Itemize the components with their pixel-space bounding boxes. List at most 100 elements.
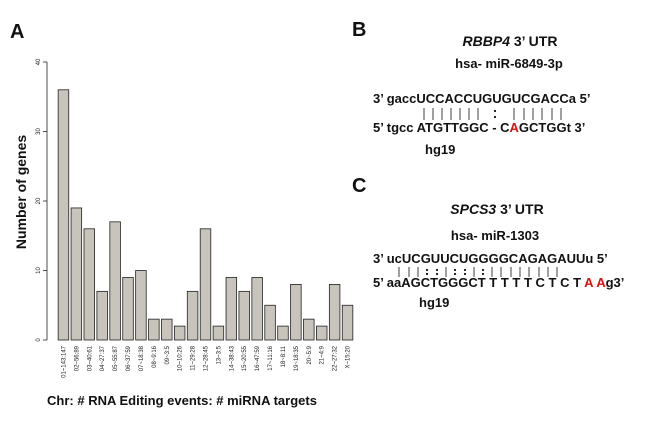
x-tick-labels: 01~143:147 02~56:89 03~40:61 04~27:37 05~55:…	[61, 345, 351, 378]
panel-c-base-pairs	[398, 267, 558, 277]
y-tick-label: 20	[36, 197, 42, 204]
x-tick-label: 17~11:16	[268, 345, 274, 370]
bar	[83, 228, 95, 341]
x-tick-label: X~15:20	[346, 345, 352, 368]
panel-b-edit-site: A	[510, 120, 520, 135]
x-tick-label: 16~47:59	[255, 345, 261, 371]
x-tick-label: 14~38:43	[229, 345, 235, 371]
panel-c-gene-suffix: 3’ UTR	[496, 201, 543, 217]
panel-b-bottom-prefix: 5’ tgcc	[373, 120, 417, 135]
x-tick-label: 20~5:9	[307, 345, 313, 364]
y-tick-label: 10	[36, 267, 42, 274]
wobble-pair-dot	[435, 272, 439, 276]
bar	[328, 283, 341, 341]
y-axis-label: Number of genes	[13, 135, 29, 250]
panel-b-assembly: hg19	[425, 142, 455, 157]
wobble-pair-dot	[493, 109, 497, 113]
x-tick-label: 03~40:61	[87, 345, 93, 371]
panel-b-top-prefix: 3’ gacc	[373, 91, 416, 106]
panel-b-bottom-core2: GCTGGt	[519, 120, 572, 135]
bar	[264, 304, 276, 341]
panel-label-c: C	[352, 175, 366, 197]
bar	[290, 283, 302, 341]
panel-c-top-suffix: 5’	[593, 251, 607, 266]
x-tick-label: 06~37:59	[126, 345, 132, 371]
bar	[135, 270, 147, 341]
panel-b-top-core: UCCACCUGUGUCGACCa	[416, 91, 576, 106]
wobble-pair-dot	[453, 272, 457, 276]
x-tick-label: 10~10:26	[178, 345, 184, 371]
panel-c-top-core: UCGUUCUGGGGCAGAGAUUu	[402, 251, 593, 266]
bars	[57, 89, 354, 341]
wobble-pair-dot	[425, 272, 429, 276]
bar	[186, 290, 199, 341]
bar	[277, 325, 289, 341]
x-tick-label: 22~27:32	[333, 345, 339, 371]
wobble-pair-dot	[425, 268, 429, 272]
bar	[57, 89, 70, 341]
panel-c-bottom-prefix: 5’ aa	[373, 275, 402, 290]
bar	[161, 318, 173, 341]
x-tick-label: 21~4:9	[320, 345, 326, 364]
bar	[212, 325, 225, 341]
x-tick-label: 01~143:147	[61, 345, 67, 378]
panel-c-mirna: hsa- miR-1303	[451, 228, 539, 243]
y-tick-label: 30	[36, 128, 42, 135]
x-tick-label: 11~29:28	[191, 345, 197, 370]
panel-b-alignment: RBBP4 3’ UTR hsa- miR-6849-3p 3’ gaccUCC…	[373, 33, 590, 157]
panel-b-gene-suffix: 3’ UTR	[510, 33, 557, 49]
bar	[199, 228, 212, 341]
bar	[341, 304, 354, 341]
y-tick-label: 40	[36, 58, 42, 65]
bar	[225, 277, 238, 341]
panel-c-alignment: SPCS3 3’ UTR hsa- miR-1303 3’ ucUCGUUCUG…	[373, 201, 624, 310]
wobble-pair-dot	[481, 268, 485, 272]
panel-c-top-prefix: 3’ uc	[373, 251, 402, 266]
bar	[96, 290, 108, 341]
x-tick-label: 07~18:38	[139, 345, 145, 371]
panel-label-a: A	[10, 21, 24, 43]
bar	[173, 325, 186, 341]
x-tick-label: 18~8:11	[281, 345, 287, 367]
panel-b-base-pairs	[423, 108, 562, 120]
panel-c-edit-site: A A	[584, 275, 606, 290]
panel-label-b: B	[352, 19, 366, 41]
y-axis: 0 10 20 30 40	[36, 58, 48, 342]
panel-b-target-seq: 5’ tgcc ATGTTGGC - CAGCTGGt 3’	[373, 120, 585, 135]
bar	[238, 290, 250, 341]
x-tick-label: 08~9:16	[152, 345, 158, 368]
x-tick-label: 12~28:45	[204, 345, 210, 371]
bar	[122, 277, 134, 341]
x-axis-label: Chr: # RNA Editing events: # miRNA targe…	[47, 393, 317, 408]
panel-c-title: SPCS3 3’ UTR	[450, 201, 543, 217]
panel-c-assembly: hg19	[419, 295, 449, 310]
panel-b-mirna: hsa- miR-6849-3p	[455, 56, 563, 71]
wobble-pair-dot	[463, 268, 467, 272]
y-tick-label: 0	[36, 338, 42, 342]
bar	[70, 207, 83, 341]
wobble-pair-dot	[481, 272, 485, 276]
bar	[109, 221, 121, 341]
panel-b-title: RBBP4 3’ UTR	[463, 33, 558, 49]
x-tick-label: 04~27:37	[100, 345, 106, 371]
panel-c-bottom-core2: g	[606, 275, 614, 290]
wobble-pair-dot	[493, 115, 497, 119]
bar	[148, 318, 160, 341]
x-tick-label: 13~3:5	[216, 345, 222, 364]
panel-c-gene: SPCS3	[450, 201, 496, 217]
x-tick-label: 05~55:87	[113, 345, 119, 371]
panel-c-mirna-seq: 3’ ucUCGUUCUGGGGCAGAGAUUu 5’	[373, 251, 608, 266]
x-tick-label: 09~3:5	[165, 345, 171, 364]
wobble-pair-dot	[435, 268, 439, 272]
bar	[316, 325, 328, 341]
panel-c-target-seq: 5’ aaAGCTGGGCT T T T T C T C T A Ag3’	[373, 275, 624, 290]
x-tick-label: 19~18:35	[294, 345, 300, 371]
panel-c-bottom-core1: AGCTGGGCT T T T T C T C T	[401, 275, 584, 290]
bar	[303, 318, 315, 341]
x-tick-label: 02~56:89	[74, 345, 80, 371]
panel-b-top-suffix: 5’	[576, 91, 590, 106]
panel-b-gene: RBBP4	[463, 33, 511, 49]
panel-b-mirna-seq: 3’ gaccUCCACCUGUGUCGACCa 5’	[373, 91, 590, 106]
x-tick-label: 15~20:55	[242, 345, 248, 371]
